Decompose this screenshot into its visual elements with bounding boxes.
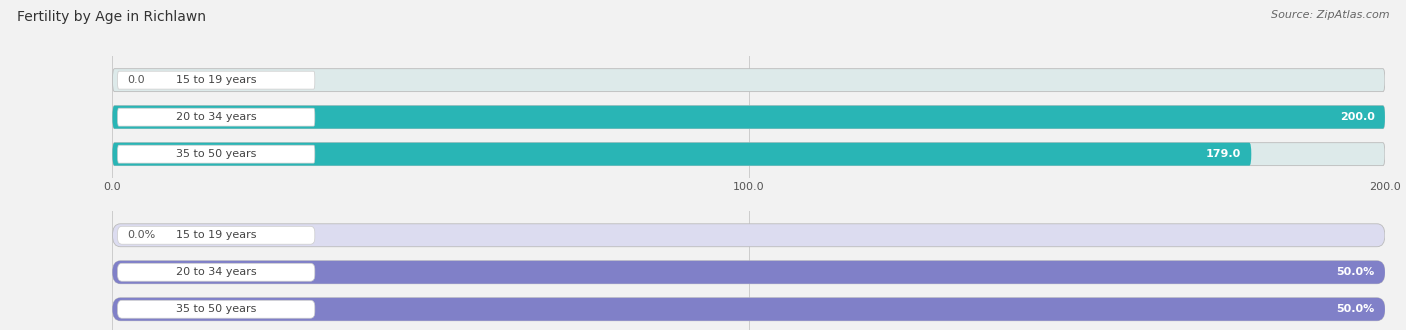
FancyBboxPatch shape — [118, 71, 315, 89]
Text: 0.0: 0.0 — [128, 75, 145, 85]
Text: Source: ZipAtlas.com: Source: ZipAtlas.com — [1271, 10, 1389, 20]
FancyBboxPatch shape — [112, 261, 1385, 284]
Text: 35 to 50 years: 35 to 50 years — [176, 149, 256, 159]
FancyBboxPatch shape — [118, 108, 315, 126]
FancyBboxPatch shape — [112, 261, 1385, 284]
Text: 0.0%: 0.0% — [128, 230, 156, 240]
Text: 15 to 19 years: 15 to 19 years — [176, 230, 256, 240]
FancyBboxPatch shape — [112, 298, 1385, 321]
Text: 35 to 50 years: 35 to 50 years — [176, 304, 256, 314]
FancyBboxPatch shape — [118, 226, 315, 244]
Text: 50.0%: 50.0% — [1337, 304, 1375, 314]
FancyBboxPatch shape — [112, 69, 1385, 92]
FancyBboxPatch shape — [118, 263, 315, 281]
Text: 15 to 19 years: 15 to 19 years — [176, 75, 256, 85]
FancyBboxPatch shape — [112, 143, 1385, 166]
FancyBboxPatch shape — [112, 143, 1251, 166]
FancyBboxPatch shape — [112, 106, 1385, 129]
Text: Fertility by Age in Richlawn: Fertility by Age in Richlawn — [17, 10, 205, 24]
Text: 200.0: 200.0 — [1340, 112, 1375, 122]
FancyBboxPatch shape — [112, 224, 1385, 247]
Text: 20 to 34 years: 20 to 34 years — [176, 267, 256, 277]
FancyBboxPatch shape — [118, 145, 315, 163]
Text: 179.0: 179.0 — [1206, 149, 1241, 159]
FancyBboxPatch shape — [112, 106, 1385, 129]
Text: 50.0%: 50.0% — [1337, 267, 1375, 277]
Text: 20 to 34 years: 20 to 34 years — [176, 112, 256, 122]
FancyBboxPatch shape — [112, 298, 1385, 321]
FancyBboxPatch shape — [118, 300, 315, 318]
